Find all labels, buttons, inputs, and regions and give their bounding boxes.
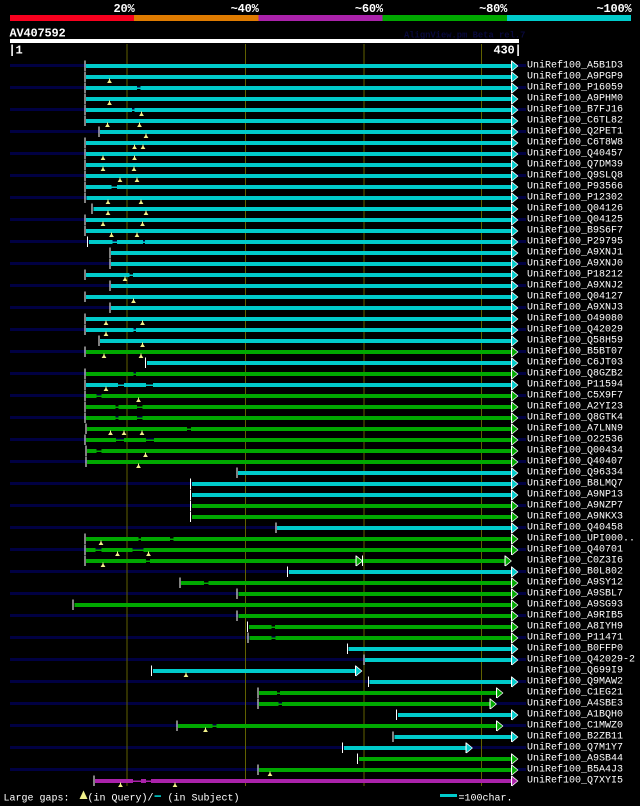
svg-text:UniRef100_Q42029: UniRef100_Q42029 (527, 324, 623, 336)
svg-text:430|: 430| (493, 44, 521, 58)
svg-text:UniRef100_Q9MAW2: UniRef100_Q9MAW2 (527, 676, 623, 688)
svg-text:UniRef100_A9PGP9: UniRef100_A9PGP9 (527, 71, 623, 83)
svg-text:UniRef100_A9XNJ3: UniRef100_A9XNJ3 (527, 302, 623, 314)
svg-text:UniRef100_A1BQH0: UniRef100_A1BQH0 (527, 709, 623, 721)
svg-text:UniRef100_A2YI23: UniRef100_A2YI23 (527, 401, 623, 413)
svg-text:UniRef100_A9PHM0: UniRef100_A9PHM0 (527, 93, 623, 105)
svg-text:UniRef100_Q7M1Y7: UniRef100_Q7M1Y7 (527, 742, 623, 754)
svg-text:|1: |1 (9, 44, 23, 58)
svg-text:AV407592: AV407592 (10, 27, 66, 41)
svg-text:UniRef100_A9XNJ1: UniRef100_A9XNJ1 (527, 247, 623, 259)
svg-text:~40%: ~40% (231, 2, 260, 16)
svg-text:~60%: ~60% (355, 2, 384, 16)
svg-text:UniRef100_Q04126: UniRef100_Q04126 (527, 203, 623, 215)
svg-text:~80%: ~80% (479, 2, 508, 16)
svg-text:UniRef100_C6TL82: UniRef100_C6TL82 (527, 115, 623, 127)
svg-text:UniRef100_P29795: UniRef100_P29795 (527, 236, 623, 248)
svg-text:UniRef100_A9XNJ2: UniRef100_A9XNJ2 (527, 280, 623, 292)
svg-text:UniRef100_B7FJ16: UniRef100_B7FJ16 (527, 104, 623, 116)
svg-text:UniRef100_B5A4J3: UniRef100_B5A4J3 (527, 764, 623, 776)
svg-text:UniRef100_B2ZB11: UniRef100_B2ZB11 (527, 731, 623, 743)
svg-text:UniRef100_B8LMQ7: UniRef100_B8LMQ7 (527, 478, 623, 490)
svg-text:UniRef100_A9SG93: UniRef100_A9SG93 (527, 599, 623, 611)
svg-text:UniRef100_Q04127: UniRef100_Q04127 (527, 291, 623, 303)
svg-text:UniRef100_Q00434: UniRef100_Q00434 (527, 445, 623, 457)
svg-text:UniRef100_A9SBL7: UniRef100_A9SBL7 (527, 588, 623, 600)
svg-text:UniRef100_Q8GZB2: UniRef100_Q8GZB2 (527, 368, 623, 380)
svg-text:UniRef100_B0FFP0: UniRef100_B0FFP0 (527, 643, 623, 655)
svg-text:UniRef100_UPI000..: UniRef100_UPI000.. (527, 533, 635, 545)
svg-text:20%: 20% (113, 2, 135, 16)
svg-text:UniRef100_Q58H59: UniRef100_Q58H59 (527, 335, 623, 347)
svg-text:UniRef100_B0L802: UniRef100_B0L802 (527, 566, 623, 578)
svg-text:UniRef100_Q96334: UniRef100_Q96334 (527, 467, 623, 479)
svg-text:UniRef100_O22536: UniRef100_O22536 (527, 434, 623, 446)
svg-text:UniRef100_A9NKX3: UniRef100_A9NKX3 (527, 511, 623, 523)
svg-text:UniRef100_Q40457: UniRef100_Q40457 (527, 148, 623, 160)
svg-text:UniRef100_A9SB44: UniRef100_A9SB44 (527, 753, 623, 765)
svg-text:UniRef100_B9S6F7: UniRef100_B9S6F7 (527, 225, 623, 237)
svg-text:UniRef100_Q7XYI5: UniRef100_Q7XYI5 (527, 775, 623, 787)
svg-text:(in Subject): (in Subject) (162, 793, 240, 805)
svg-text:UniRef100_P12302: UniRef100_P12302 (527, 192, 623, 204)
svg-text:UniRef100_Q40458: UniRef100_Q40458 (527, 522, 623, 534)
svg-text:UniRef100_Q40701: UniRef100_Q40701 (527, 544, 623, 556)
svg-text:UniRef100_A9NZP7: UniRef100_A9NZP7 (527, 500, 623, 512)
svg-text:UniRef100_C1EG21: UniRef100_C1EG21 (527, 687, 623, 699)
svg-text:UniRef100_Q04125: UniRef100_Q04125 (527, 214, 623, 226)
svg-text:UniRef100_C6T8W8: UniRef100_C6T8W8 (527, 137, 623, 149)
svg-text:UniRef100_P11594: UniRef100_P11594 (527, 379, 623, 391)
svg-text:UniRef100_P18212: UniRef100_P18212 (527, 269, 623, 281)
svg-text:Large gaps:: Large gaps: (4, 794, 70, 805)
svg-text:UniRef100_P93566: UniRef100_P93566 (527, 181, 623, 193)
svg-text:=100char.: =100char. (459, 793, 513, 805)
svg-text:UniRef100_Q7DM39: UniRef100_Q7DM39 (527, 159, 623, 171)
svg-text:UniRef100_C0Z3I6: UniRef100_C0Z3I6 (527, 555, 623, 567)
svg-text:UniRef100_Q2PET1: UniRef100_Q2PET1 (527, 126, 623, 138)
svg-text:UniRef100_C6JT03: UniRef100_C6JT03 (527, 357, 623, 369)
svg-text:UniRef100_Q42029-2: UniRef100_Q42029-2 (527, 654, 635, 666)
svg-text:UniRef100_A5B1D3: UniRef100_A5B1D3 (527, 60, 623, 72)
svg-text:AlignView.pm Beta rel.7: AlignView.pm Beta rel.7 (404, 31, 525, 41)
svg-text:UniRef100_A9RIB5: UniRef100_A9RIB5 (527, 610, 623, 622)
svg-text:UniRef100_C5X9F7: UniRef100_C5X9F7 (527, 390, 623, 402)
svg-text:UniRef100_A7LNN9: UniRef100_A7LNN9 (527, 423, 623, 435)
svg-text:UniRef100_P16059: UniRef100_P16059 (527, 82, 623, 94)
svg-text:UniRef100_Q9SLQ8: UniRef100_Q9SLQ8 (527, 170, 623, 182)
svg-text:UniRef100_Q40407: UniRef100_Q40407 (527, 456, 623, 468)
svg-text:UniRef100_Q699I9: UniRef100_Q699I9 (527, 665, 623, 677)
svg-text:~100%: ~100% (596, 2, 632, 16)
svg-text:UniRef100_P11471: UniRef100_P11471 (527, 632, 623, 644)
svg-text:UniRef100_O49080: UniRef100_O49080 (527, 313, 623, 325)
svg-text:UniRef100_C1MWZ0: UniRef100_C1MWZ0 (527, 720, 623, 732)
svg-text:UniRef100_Q8GTK4: UniRef100_Q8GTK4 (527, 412, 623, 424)
svg-text:UniRef100_B5BT07: UniRef100_B5BT07 (527, 346, 623, 358)
svg-text:UniRef100_A9XNJ0: UniRef100_A9XNJ0 (527, 258, 623, 270)
svg-text:UniRef100_A8IYH9: UniRef100_A8IYH9 (527, 621, 623, 633)
svg-text:UniRef100_A4SBE3: UniRef100_A4SBE3 (527, 698, 623, 710)
svg-text:UniRef100_A9SY12: UniRef100_A9SY12 (527, 577, 623, 589)
svg-text:(in Query)/: (in Query)/ (88, 793, 154, 805)
svg-text:UniRef100_A9NP13: UniRef100_A9NP13 (527, 489, 623, 501)
